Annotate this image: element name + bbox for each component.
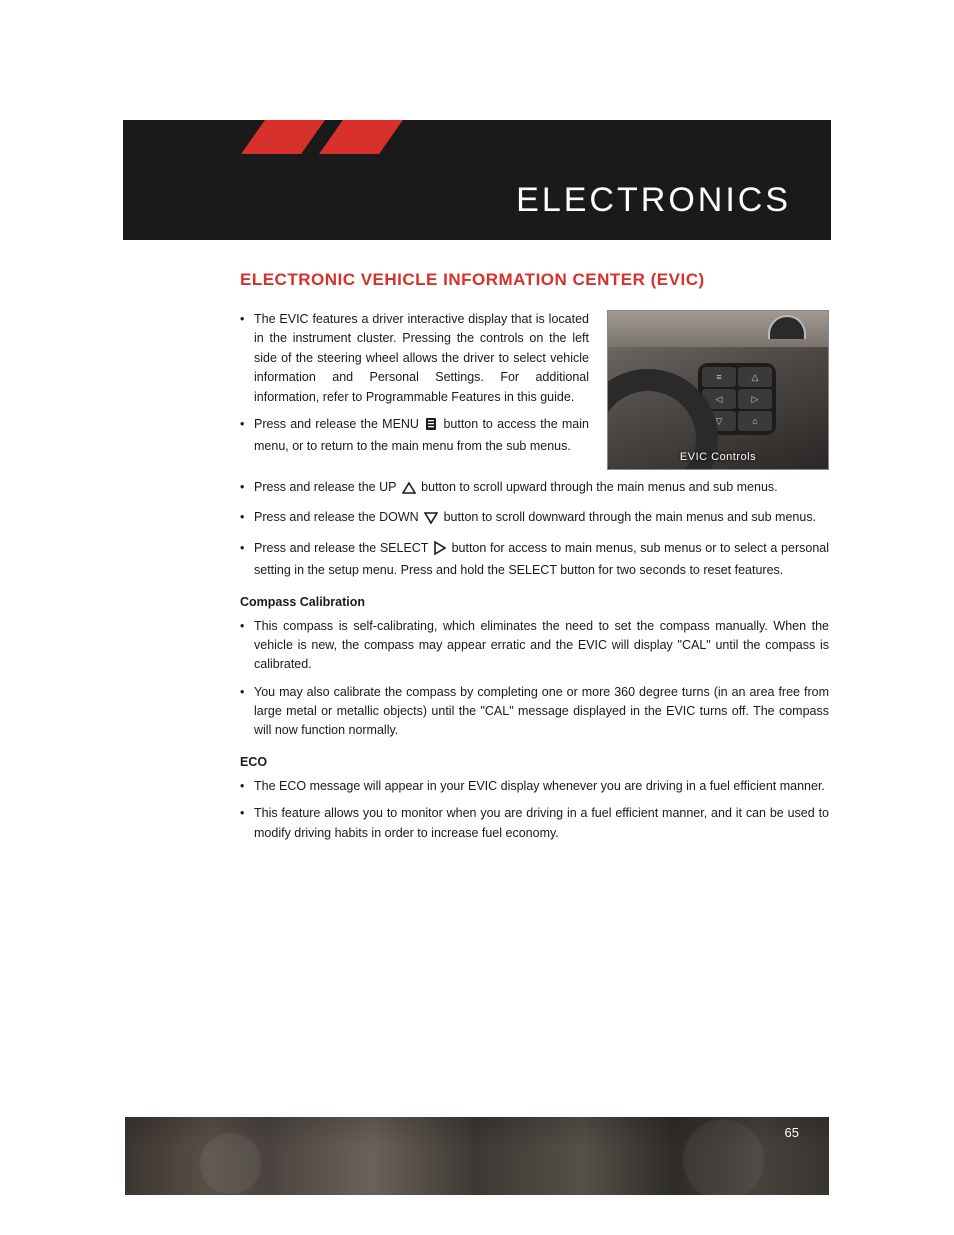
page: ELECTRONICS ELECTRONIC VEHICLE INFORMATI… — [0, 0, 954, 1235]
page-number: 65 — [785, 1125, 799, 1140]
keypad-button: △ — [738, 367, 772, 387]
list-item: Press and release the MENU button to acc… — [240, 415, 589, 457]
bullet-text: This feature allows you to monitor when … — [254, 806, 829, 839]
list-item: This feature allows you to monitor when … — [240, 804, 829, 843]
figure-image: ≡ △ ◁ ▷ ▽ ⌂ EVIC Controls — [607, 310, 829, 470]
header-stripes — [253, 120, 405, 159]
bullet-text-pre: Press and release the UP — [254, 480, 400, 494]
content-area: The EVIC features a driver interactive d… — [240, 310, 829, 843]
compass-bullets: This compass is self-calibrating, which … — [240, 617, 829, 741]
intro-row: The EVIC features a driver interactive d… — [240, 310, 829, 470]
stripe-icon — [320, 120, 404, 154]
up-triangle-icon — [402, 481, 416, 500]
keypad-button: ▷ — [738, 389, 772, 409]
list-item: Press and release the SELECT button for … — [240, 539, 829, 581]
stripe-icon — [241, 120, 325, 154]
list-item: This compass is self-calibrating, which … — [240, 617, 829, 675]
menu-icon — [425, 417, 437, 437]
bullet-text: You may also calibrate the compass by co… — [254, 685, 829, 738]
figure-caption: EVIC Controls — [608, 451, 828, 463]
intro-text-column: The EVIC features a driver interactive d… — [240, 310, 589, 465]
bullet-text-pre: Press and release the SELECT — [254, 541, 432, 555]
right-triangle-icon — [434, 541, 446, 561]
bullet-text-pre: Press and release the MENU — [254, 417, 423, 431]
eco-heading: ECO — [240, 755, 829, 769]
keypad-button: ≡ — [702, 367, 736, 387]
header-banner: ELECTRONICS — [123, 120, 831, 240]
section-title: ELECTRONIC VEHICLE INFORMATION CENTER (E… — [240, 270, 829, 290]
compass-heading: Compass Calibration — [240, 595, 829, 609]
footer-image-strip: 65 — [125, 1117, 829, 1195]
keypad-button: ⌂ — [738, 411, 772, 431]
bullet-text-post: button to scroll upward through the main… — [421, 480, 777, 494]
list-item: Press and release the UP button to scrol… — [240, 478, 829, 500]
down-triangle-icon — [424, 511, 438, 530]
list-item: The EVIC features a driver interactive d… — [240, 310, 589, 407]
bullet-text-post: button to scroll downward through the ma… — [444, 510, 816, 524]
list-item: You may also calibrate the compass by co… — [240, 683, 829, 741]
full-width-bullets: Press and release the UP button to scrol… — [240, 478, 829, 581]
intro-bullet-list: The EVIC features a driver interactive d… — [240, 310, 589, 457]
eco-bullets: The ECO message will appear in your EVIC… — [240, 777, 829, 843]
bullet-text: The EVIC features a driver interactive d… — [254, 312, 589, 404]
bullet-text: The ECO message will appear in your EVIC… — [254, 779, 825, 793]
bullet-text: This compass is self-calibrating, which … — [254, 619, 829, 672]
bullet-text-pre: Press and release the DOWN — [254, 510, 422, 524]
banner-title: ELECTRONICS — [516, 181, 791, 220]
figure: ≡ △ ◁ ▷ ▽ ⌂ EVIC Controls — [607, 310, 829, 470]
list-item: The ECO message will appear in your EVIC… — [240, 777, 829, 796]
list-item: Press and release the DOWN button to scr… — [240, 508, 829, 530]
